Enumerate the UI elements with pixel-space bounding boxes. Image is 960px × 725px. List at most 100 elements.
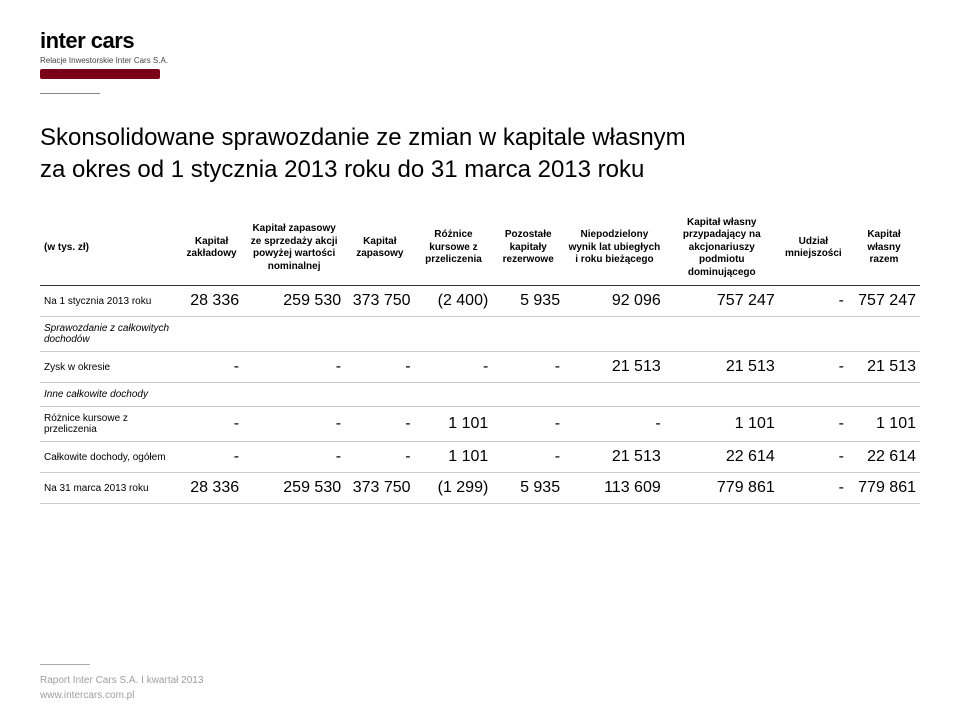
cell	[779, 383, 848, 407]
cell: 1 101	[665, 407, 779, 442]
cell	[492, 317, 564, 352]
cell: -	[779, 407, 848, 442]
row-label: Sprawozdanie z całkowitych dochodów	[40, 317, 180, 352]
cell	[415, 383, 493, 407]
cell: -	[564, 407, 665, 442]
table-row: Na 31 marca 2013 roku28 336259 530373 75…	[40, 473, 920, 504]
cell: -	[415, 352, 493, 383]
cell: 1 101	[415, 407, 493, 442]
col-3: Kapitał zapasowy	[345, 211, 414, 286]
title-line2: za okres od 1 stycznia 2013 roku do 31 m…	[40, 156, 644, 183]
footer-line1: Raport Inter Cars S.A. I kwartał 2013	[40, 673, 203, 688]
cell: 1 101	[415, 442, 493, 473]
cell: 113 609	[564, 473, 665, 504]
cell: (1 299)	[415, 473, 493, 504]
page-title: Skonsolidowane sprawozdanie ze zmian w k…	[40, 122, 920, 187]
cell: -	[492, 442, 564, 473]
cell: 373 750	[345, 286, 414, 317]
cell: -	[345, 407, 414, 442]
cell: 21 513	[665, 352, 779, 383]
cell	[848, 317, 920, 352]
cell: 5 935	[492, 473, 564, 504]
row-label: Całkowite dochody, ogółem	[40, 442, 180, 473]
col-6: Niepodzielony wynik lat ubiegłych i roku…	[564, 211, 665, 286]
cell	[180, 383, 243, 407]
cell: -	[243, 407, 345, 442]
col-2: Kapitał zapasowy ze sprzedaży akcji powy…	[243, 211, 345, 286]
header-rule	[40, 93, 100, 94]
table-row: Na 1 stycznia 2013 roku28 336259 530373 …	[40, 286, 920, 317]
cell: -	[243, 352, 345, 383]
col-0: (w tys. zł)	[40, 211, 180, 286]
cell: 779 861	[848, 473, 920, 504]
cell: -	[779, 286, 848, 317]
row-label: Inne całkowite dochody	[40, 383, 180, 407]
cell: 757 247	[848, 286, 920, 317]
cell: 259 530	[243, 286, 345, 317]
cell: -	[345, 442, 414, 473]
col-9: Kapitał własny razem	[848, 211, 920, 286]
cell: 28 336	[180, 473, 243, 504]
cell	[180, 317, 243, 352]
col-1: Kapitał zakładowy	[180, 211, 243, 286]
cell	[415, 317, 493, 352]
cell: 373 750	[345, 473, 414, 504]
table-row: Zysk w okresie-----21 51321 513-21 513	[40, 352, 920, 383]
cell	[345, 317, 414, 352]
logo-bar	[40, 69, 160, 79]
cell	[492, 383, 564, 407]
row-label: Różnice kursowe z przeliczenia	[40, 407, 180, 442]
cell: (2 400)	[415, 286, 493, 317]
cell: 21 513	[564, 442, 665, 473]
cell	[564, 383, 665, 407]
equity-changes-table: (w tys. zł) Kapitał zakładowy Kapitał za…	[40, 211, 920, 505]
cell: 28 336	[180, 286, 243, 317]
cell	[665, 383, 779, 407]
cell: 21 513	[564, 352, 665, 383]
row-label: Na 1 stycznia 2013 roku	[40, 286, 180, 317]
table-row: Sprawozdanie z całkowitych dochodów	[40, 317, 920, 352]
cell: 779 861	[665, 473, 779, 504]
cell: -	[779, 442, 848, 473]
col-5: Pozostałe kapitały rezerwowe	[492, 211, 564, 286]
footer-line2: www.intercars.com.pl	[40, 688, 203, 703]
logo-sub: Relacje Inwestorskie Inter Cars S.A.	[40, 56, 920, 65]
table-header-row: (w tys. zł) Kapitał zakładowy Kapitał za…	[40, 211, 920, 286]
cell: -	[779, 352, 848, 383]
cell: 22 614	[848, 442, 920, 473]
table-body: Na 1 stycznia 2013 roku28 336259 530373 …	[40, 286, 920, 504]
cell: 21 513	[848, 352, 920, 383]
row-label: Zysk w okresie	[40, 352, 180, 383]
cell	[779, 317, 848, 352]
footer-rule	[40, 664, 90, 665]
page-footer: Raport Inter Cars S.A. I kwartał 2013 ww…	[40, 664, 203, 703]
cell: -	[180, 442, 243, 473]
cell: 22 614	[665, 442, 779, 473]
cell	[665, 317, 779, 352]
cell: 92 096	[564, 286, 665, 317]
col-7: Kapitał własny przypadający na akcjonari…	[665, 211, 779, 286]
table-row: Inne całkowite dochody	[40, 383, 920, 407]
cell: 757 247	[665, 286, 779, 317]
col-8: Udział mniejszości	[779, 211, 848, 286]
cell	[848, 383, 920, 407]
cell: -	[492, 352, 564, 383]
logo-block: inter cars Relacje Inwestorskie Inter Ca…	[40, 28, 920, 79]
cell	[243, 383, 345, 407]
cell: 259 530	[243, 473, 345, 504]
table-row: Całkowite dochody, ogółem---1 101-21 513…	[40, 442, 920, 473]
row-label: Na 31 marca 2013 roku	[40, 473, 180, 504]
cell: -	[243, 442, 345, 473]
table-row: Różnice kursowe z przeliczenia---1 101--…	[40, 407, 920, 442]
col-4: Różnice kursowe z przeliczenia	[415, 211, 493, 286]
cell: 1 101	[848, 407, 920, 442]
cell: 5 935	[492, 286, 564, 317]
title-line1: Skonsolidowane sprawozdanie ze zmian w k…	[40, 124, 686, 151]
cell	[243, 317, 345, 352]
cell: -	[180, 352, 243, 383]
cell: -	[779, 473, 848, 504]
cell: -	[492, 407, 564, 442]
cell	[345, 383, 414, 407]
logo-main: inter cars	[40, 28, 920, 54]
cell	[564, 317, 665, 352]
